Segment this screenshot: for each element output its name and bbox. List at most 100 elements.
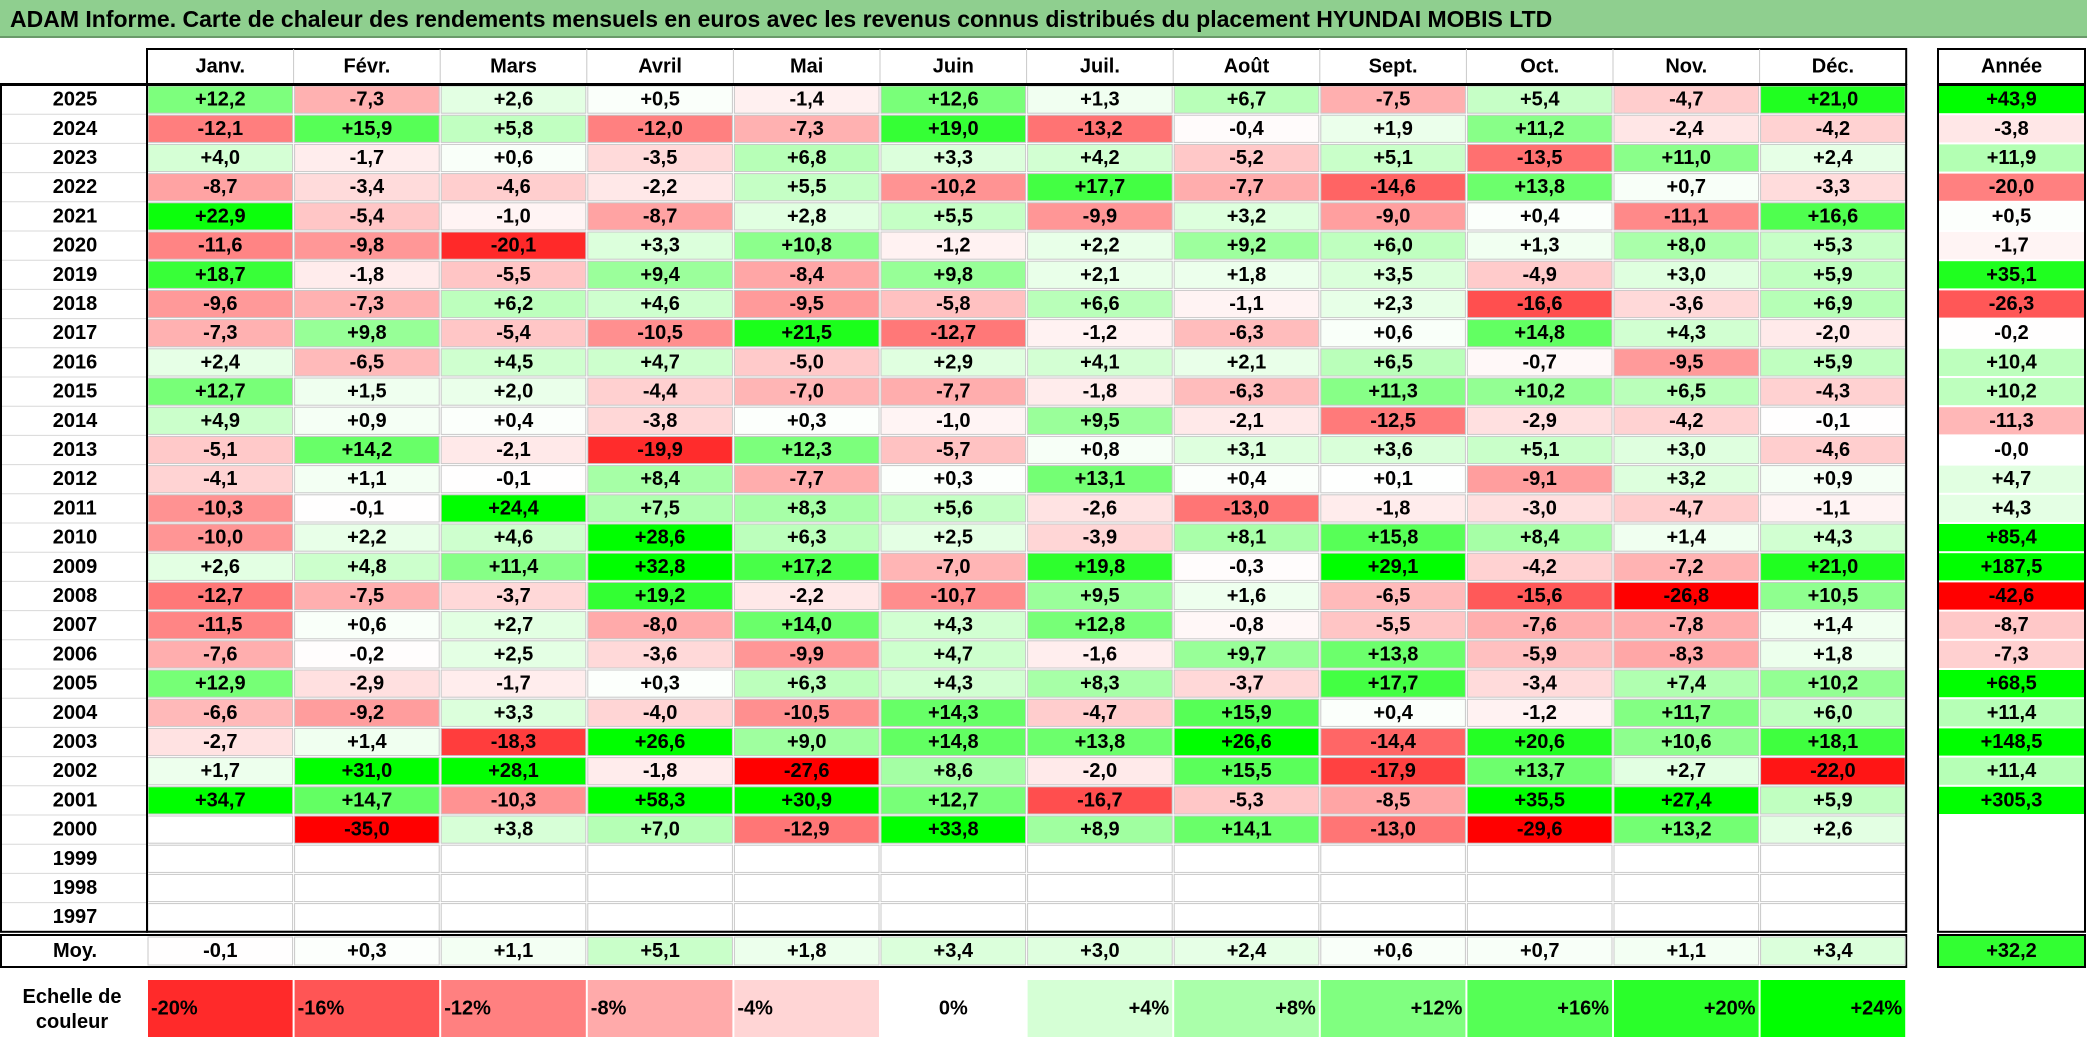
cell-value: -35,0 bbox=[344, 819, 390, 841]
cell-value: +6,5 bbox=[1667, 381, 1706, 403]
heatmap-cell bbox=[587, 698, 733, 727]
average-cell bbox=[880, 936, 1027, 966]
heatmap-cell bbox=[1760, 552, 1906, 581]
heatmap-cell bbox=[1027, 727, 1173, 757]
month-header: Juil. bbox=[1080, 56, 1120, 78]
heatmap-cell bbox=[1173, 289, 1320, 319]
heatmap-cell bbox=[147, 85, 294, 114]
heatmap-cell bbox=[733, 289, 880, 319]
cell-value: -18,3 bbox=[491, 731, 537, 753]
heatmap-cell bbox=[294, 406, 440, 435]
cell-value: -0,1 bbox=[350, 497, 384, 519]
heatmap-cell bbox=[294, 669, 440, 698]
cell-value: +19,8 bbox=[1075, 556, 1126, 578]
cell-value: +13,8 bbox=[1368, 643, 1419, 665]
heatmap-cell bbox=[880, 669, 1027, 698]
cell-value: -2,6 bbox=[1083, 497, 1117, 519]
average-cell bbox=[294, 936, 440, 966]
heatmap-cell bbox=[440, 348, 587, 377]
year-label: 2016 bbox=[53, 351, 98, 373]
heatmap-cell bbox=[294, 552, 440, 581]
legend-swatch bbox=[1614, 980, 1759, 1037]
cell-value: -1,0 bbox=[936, 410, 970, 432]
annual-value: -0,0 bbox=[1994, 439, 2028, 461]
cell-value: -1,1 bbox=[1229, 293, 1263, 315]
cell-value: +9,2 bbox=[1227, 235, 1266, 257]
average-value: +3,4 bbox=[934, 940, 974, 962]
heatmap-cell bbox=[587, 289, 733, 319]
heatmap-cell bbox=[587, 815, 733, 844]
year-label: 2001 bbox=[53, 789, 98, 811]
cell-value: +11,3 bbox=[1368, 381, 1418, 403]
cell-value: +14,8 bbox=[928, 731, 979, 753]
heatmap-cell bbox=[587, 435, 733, 465]
cell-value: +10,8 bbox=[781, 235, 832, 257]
cell-value: -14,6 bbox=[1370, 176, 1416, 198]
average-cell bbox=[147, 936, 294, 966]
cell-value: -8,0 bbox=[643, 614, 677, 636]
cell-value: -12,0 bbox=[637, 118, 683, 140]
heatmap-cell bbox=[880, 231, 1027, 260]
annual-cell bbox=[1939, 699, 2084, 727]
cell-value: +6,2 bbox=[494, 293, 533, 315]
heatmap-cell bbox=[733, 202, 880, 231]
heatmap-cell bbox=[880, 173, 1027, 202]
cell-value: +1,6 bbox=[1227, 585, 1266, 607]
heatmap-cell bbox=[733, 523, 880, 552]
heatmap-cell bbox=[1173, 465, 1320, 494]
heatmap-cell bbox=[733, 640, 880, 669]
heatmap-cell bbox=[1613, 114, 1760, 143]
year-label: 2000 bbox=[53, 819, 98, 841]
heatmap-cell bbox=[1613, 435, 1760, 465]
cell-value: +8,4 bbox=[640, 468, 680, 490]
cell-value: +0,6 bbox=[1373, 322, 1412, 344]
annual-cell bbox=[1939, 261, 2084, 289]
heatmap-cell bbox=[1760, 757, 1906, 786]
heatmap-cell bbox=[1466, 844, 1613, 873]
annual-value: -0,2 bbox=[1994, 322, 2028, 344]
year-label: 2018 bbox=[53, 293, 98, 315]
heatmap-cell bbox=[587, 143, 733, 173]
heatmap-cell bbox=[440, 786, 587, 815]
cell-value: +7,5 bbox=[640, 497, 679, 519]
legend-swatch bbox=[734, 980, 879, 1037]
heatmap-cell bbox=[1613, 406, 1760, 435]
cell-value: +9,4 bbox=[640, 264, 680, 286]
heatmap-cell bbox=[294, 815, 440, 844]
heatmap-cell bbox=[1466, 260, 1613, 289]
cell-value: -7,3 bbox=[350, 89, 384, 111]
cell-value: +14,2 bbox=[342, 439, 393, 461]
legend-swatch bbox=[294, 980, 440, 1037]
cell-value: +8,9 bbox=[1080, 819, 1119, 841]
year-label: 2009 bbox=[53, 556, 98, 578]
cell-value: +34,7 bbox=[195, 789, 246, 811]
cell-value: +1,5 bbox=[347, 381, 386, 403]
cell-value: -3,7 bbox=[1229, 673, 1263, 695]
cell-value: -4,6 bbox=[1816, 439, 1850, 461]
cell-value: +9,5 bbox=[1080, 410, 1119, 432]
heatmap-cell bbox=[1466, 903, 1613, 932]
cell-value: -0,4 bbox=[1229, 118, 1264, 140]
cell-value: +5,8 bbox=[494, 118, 533, 140]
cell-value: -8,7 bbox=[643, 205, 677, 227]
cell-value: +12,7 bbox=[195, 381, 246, 403]
heatmap-cell bbox=[440, 289, 587, 319]
annual-value: +43,9 bbox=[1986, 89, 2037, 111]
heatmap-cell bbox=[733, 377, 880, 406]
cell-value: -10,5 bbox=[637, 322, 683, 344]
annual-frame bbox=[1937, 84, 2086, 933]
heatmap-cell bbox=[147, 231, 294, 260]
cell-value: +1,8 bbox=[1813, 643, 1852, 665]
heatmap-cell bbox=[1466, 873, 1613, 903]
cell-value: +0,4 bbox=[494, 410, 534, 432]
heatmap-cell bbox=[440, 319, 587, 348]
cell-value: -5,1 bbox=[203, 439, 237, 461]
cell-value: -7,0 bbox=[789, 381, 823, 403]
heatmap-cell bbox=[880, 85, 1027, 114]
heatmap-cell bbox=[147, 815, 294, 844]
cell-value: -7,3 bbox=[203, 322, 237, 344]
cell-value: +0,3 bbox=[934, 468, 973, 490]
heatmap-cell bbox=[147, 698, 294, 727]
cell-value: +4,5 bbox=[494, 351, 533, 373]
cell-value: +5,1 bbox=[1520, 439, 1559, 461]
